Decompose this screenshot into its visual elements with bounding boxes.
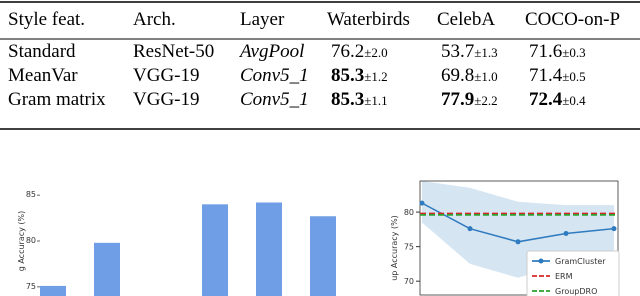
y-axis-label: g Accuracy (%) (17, 211, 26, 272)
point (419, 200, 425, 206)
table-header: Waterbirds (327, 9, 410, 30)
table-cell: 85.3±1.1 (331, 89, 388, 110)
table-cell: 53.7±1.3 (441, 41, 498, 62)
y-tick-label: 75 (404, 243, 414, 252)
point (467, 226, 473, 232)
table-header: Layer (240, 9, 285, 30)
table-header: CelebA (437, 9, 495, 30)
table-cell: 77.9±2.2 (441, 89, 498, 110)
cell-value: 71.6 (529, 41, 562, 62)
legend-label: GramCluster (555, 257, 606, 266)
bar (40, 285, 66, 296)
cell-value: 85.3 (331, 65, 364, 86)
bar (94, 242, 120, 296)
table-cell: 69.8±1.0 (441, 65, 498, 86)
bar (256, 202, 282, 296)
table-cell: MeanVar (8, 65, 78, 86)
cell-value: 77.9 (441, 89, 474, 110)
table-cell: AvgPool (238, 41, 304, 62)
table-cell: Gram matrix (8, 89, 106, 110)
table-cell: VGG-19 (133, 89, 200, 110)
table-cell: ResNet-50 (133, 41, 214, 62)
table-cell: 85.3±1.2 (331, 65, 388, 86)
cell-error: ±0.5 (562, 69, 585, 84)
y-tick-label: 85 (26, 190, 36, 199)
legend-label: GroupDRO (555, 287, 597, 296)
table-cell: Conv5_1 (240, 65, 309, 86)
cell-value: 85.3 (331, 89, 364, 110)
bar (310, 216, 336, 296)
table-cell: 71.6±0.3 (529, 41, 586, 62)
table-header: COCO-on-P (525, 9, 620, 30)
plot-frame (419, 180, 619, 296)
legend-label: ERM (555, 272, 573, 281)
y-tick-label: 75 (26, 282, 36, 291)
y-tick-label: 70 (404, 277, 414, 286)
table-header: Arch. (133, 9, 176, 30)
y-axis-label: up Accuracy (%) (390, 215, 399, 281)
y-tick-label: 80 (404, 208, 414, 217)
cell-value: 53.7 (441, 41, 474, 62)
cell-value: 72.4 (529, 89, 563, 110)
table-cell: VGG-19 (133, 65, 200, 86)
table-cell: 76.2±2.0 (331, 41, 388, 62)
table-header: Style feat. (8, 9, 85, 30)
cell-error: ±0.4 (562, 93, 586, 108)
cell-error: ±1.0 (474, 69, 497, 84)
bar (202, 204, 228, 296)
y-tick-label: 80 (26, 236, 36, 245)
cell-error: ±0.3 (562, 45, 585, 60)
point (563, 231, 569, 237)
cell-value: 76.2 (331, 41, 364, 62)
cell-value: 69.8 (441, 65, 474, 86)
cell-error: ±2.2 (474, 93, 497, 108)
table-cell: Conv5_1 (240, 89, 309, 110)
legend-box (526, 250, 620, 296)
table-cell: 71.4±0.5 (529, 65, 586, 86)
cell-error: ±1.2 (364, 69, 387, 84)
cell-value: 71.4 (529, 65, 563, 86)
table-cell: Standard (8, 41, 76, 62)
cell-error: ±2.0 (364, 45, 387, 60)
point (611, 226, 617, 232)
point (515, 239, 521, 245)
cell-error: ±1.3 (474, 45, 497, 60)
table-cell: 72.4±0.4 (529, 89, 586, 110)
cell-error: ±1.1 (364, 93, 387, 108)
legend-marker (538, 258, 544, 264)
